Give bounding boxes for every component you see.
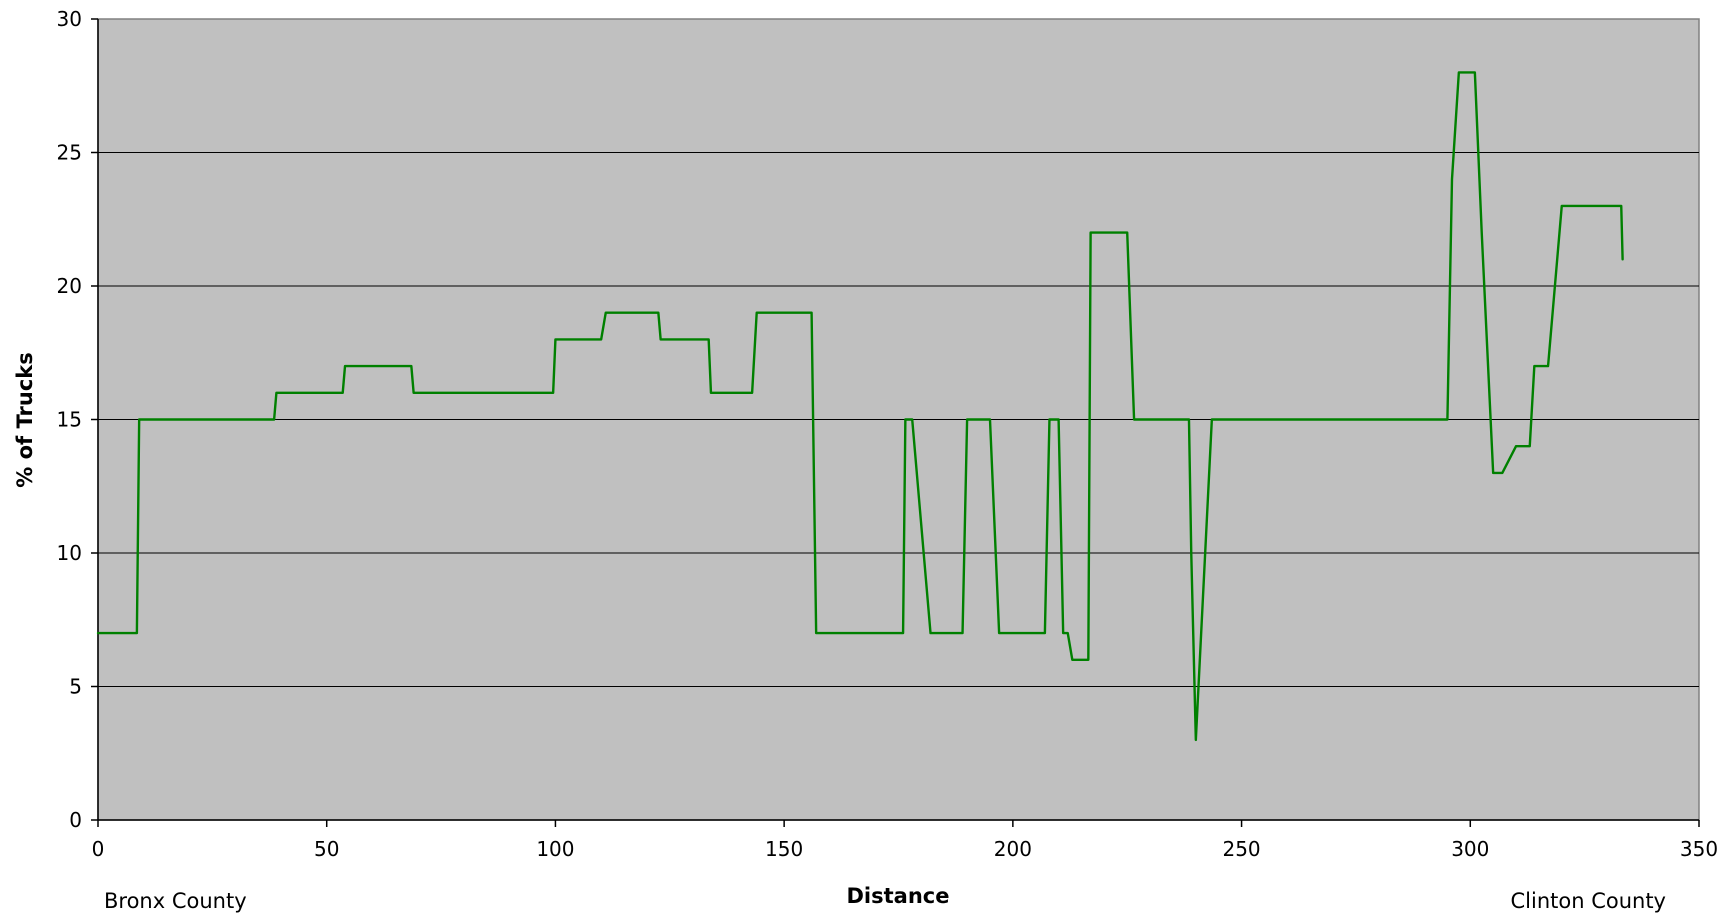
x-tick-label-200: 200 [994,837,1032,861]
gridlines [98,152,1699,687]
x-tick-label-250: 250 [1222,837,1260,861]
end-location-label: Clinton County [1510,889,1666,913]
x-tick-label-100: 100 [536,837,574,861]
x-tick-label-150: 150 [765,837,803,861]
y-tick-label-5: 5 [69,675,82,699]
series-line [96,71,1624,742]
x-axis-title: Distance [847,884,950,908]
y-tick-label-25: 25 [57,141,82,165]
y-axis-title: % of Trucks [13,352,37,487]
x-tick-label-300: 300 [1451,837,1489,861]
y-tick-label-30: 30 [57,7,82,31]
x-tick-label-0: 0 [92,837,105,861]
y-tick-label-10: 10 [57,541,82,565]
y-tick-label-20: 20 [57,274,82,298]
x-tick-label-50: 50 [314,837,339,861]
y-tick-label-0: 0 [69,808,82,832]
start-location-label: Bronx County [104,889,247,913]
y-tick-label-15: 15 [57,408,82,432]
x-tick-label-350: 350 [1680,837,1718,861]
